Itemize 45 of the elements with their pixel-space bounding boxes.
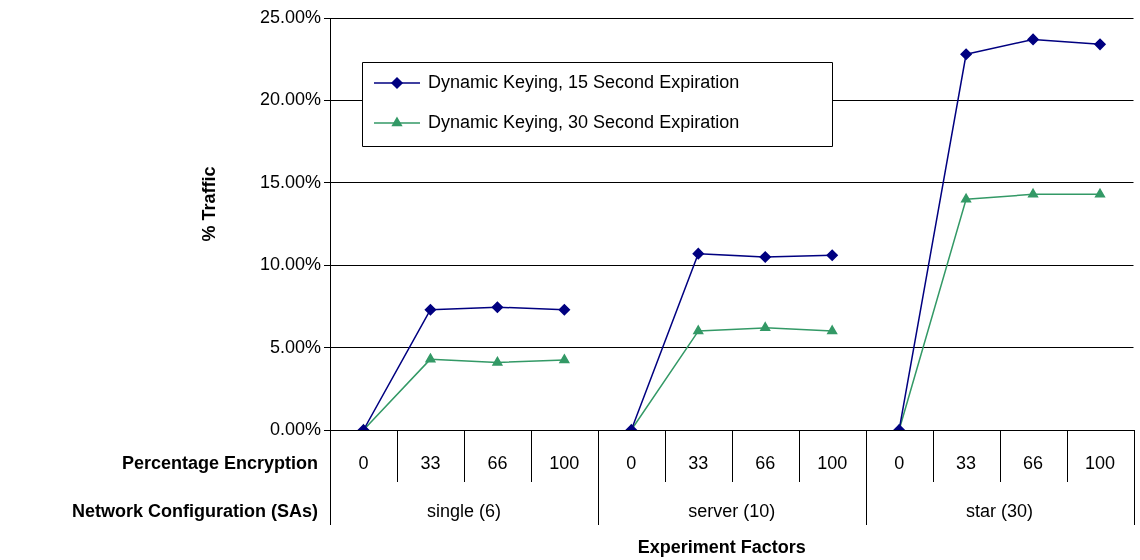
point [425, 353, 436, 363]
x-tick-label: 66 [755, 452, 776, 473]
x-tick-label: 33 [956, 452, 977, 473]
x-tick-label: 0 [894, 452, 905, 473]
legend-label: Dynamic Keying, 15 Second Expiration [428, 71, 740, 92]
x-tick-label: 0 [358, 452, 369, 473]
legend-label: Dynamic Keying, 30 Second Expiration [428, 111, 740, 132]
point [961, 193, 972, 203]
point [559, 354, 570, 364]
x-tick-label: 100 [1085, 452, 1116, 473]
x-tick-label: 33 [688, 452, 709, 473]
point [1094, 188, 1106, 198]
y-tick-label: 15.00% [259, 171, 321, 192]
point [492, 356, 503, 366]
y-tick-label: 0.00% [269, 418, 321, 439]
point [1094, 38, 1106, 51]
point [960, 48, 972, 61]
y-tick-label: 10.00% [259, 254, 321, 275]
point [826, 249, 838, 262]
point [424, 303, 437, 316]
text: server (10) [688, 500, 776, 521]
point [693, 325, 704, 335]
x-tick-label: 33 [420, 452, 441, 473]
text: star (30) [966, 500, 1034, 521]
point [760, 322, 771, 332]
point [759, 251, 771, 263]
x-axis-title: Experiment Factors [637, 536, 806, 557]
x-tick-label: 100 [549, 452, 580, 473]
point [1027, 33, 1039, 46]
text: Network Configuration (SAs) [72, 500, 318, 521]
point [827, 325, 838, 335]
y-axis-title: % Traffic [198, 166, 219, 242]
x-tick-label: 66 [487, 452, 508, 473]
x-tick-label: 100 [817, 452, 848, 473]
y-tick-label: 20.00% [259, 89, 321, 110]
text: Percentage Encryption [121, 452, 318, 473]
y-tick-label: 25.00% [259, 6, 321, 27]
point [692, 247, 705, 260]
point [558, 303, 571, 316]
point [491, 301, 504, 313]
point [1027, 188, 1039, 198]
y-tick-label: 5.00% [269, 336, 321, 357]
x-tick-label: 66 [1023, 452, 1044, 473]
text: single (6) [426, 500, 501, 521]
x-tick-label: 0 [626, 452, 637, 473]
